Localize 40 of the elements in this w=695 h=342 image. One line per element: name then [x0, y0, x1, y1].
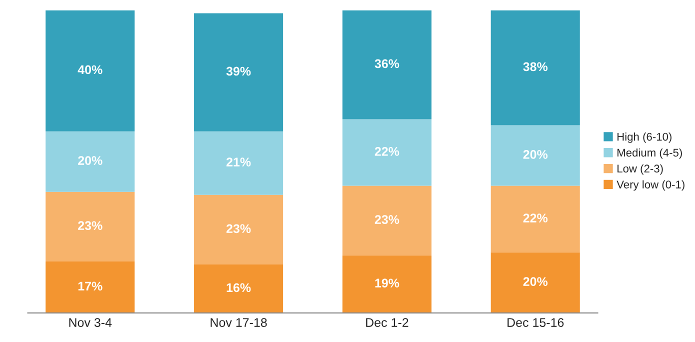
legend-label: Low (2-3): [618, 164, 663, 175]
data-label: 22%: [374, 147, 400, 156]
bar: [342, 255, 432, 313]
x-tick-label: Nov 3-4: [69, 318, 112, 327]
bar: [490, 125, 580, 186]
bar: [194, 13, 284, 132]
legend-label: Very low (0-1): [616, 180, 684, 191]
data-label: 23%: [374, 215, 400, 224]
bar: [194, 194, 284, 265]
bar: [194, 264, 284, 313]
data-label: 23%: [78, 221, 102, 230]
data-label: 23%: [226, 224, 251, 234]
bar: [490, 252, 580, 313]
data-label: 39%: [226, 66, 251, 76]
bar: [342, 186, 432, 256]
legend-label: High (6-10): [618, 132, 672, 143]
data-label: 40%: [78, 65, 102, 74]
bar: [46, 192, 135, 262]
data-label: 16%: [226, 283, 251, 292]
data-label: 17%: [78, 282, 102, 291]
data-label: 36%: [374, 59, 400, 68]
data-label: 22%: [523, 214, 548, 222]
bar: [490, 186, 580, 252]
x-tick-label: Dec 15-16: [508, 318, 564, 327]
data-label: 38%: [523, 62, 548, 72]
x-tick-label: Nov 17-18: [210, 318, 267, 327]
data-label: 20%: [523, 277, 548, 286]
bar: [490, 10, 580, 126]
bar: [342, 119, 432, 186]
bar: [194, 131, 284, 195]
data-label: 21%: [226, 158, 251, 166]
data-label: 20%: [523, 150, 548, 159]
legend-label: Medium (4-5): [618, 148, 682, 159]
bar: [46, 131, 135, 192]
bar: [342, 10, 432, 120]
bar: [46, 10, 135, 132]
bar: [46, 261, 135, 313]
x-tick-label: Dec 1-2: [366, 318, 408, 327]
data-label: 19%: [375, 278, 400, 288]
data-label: 20%: [78, 156, 102, 165]
